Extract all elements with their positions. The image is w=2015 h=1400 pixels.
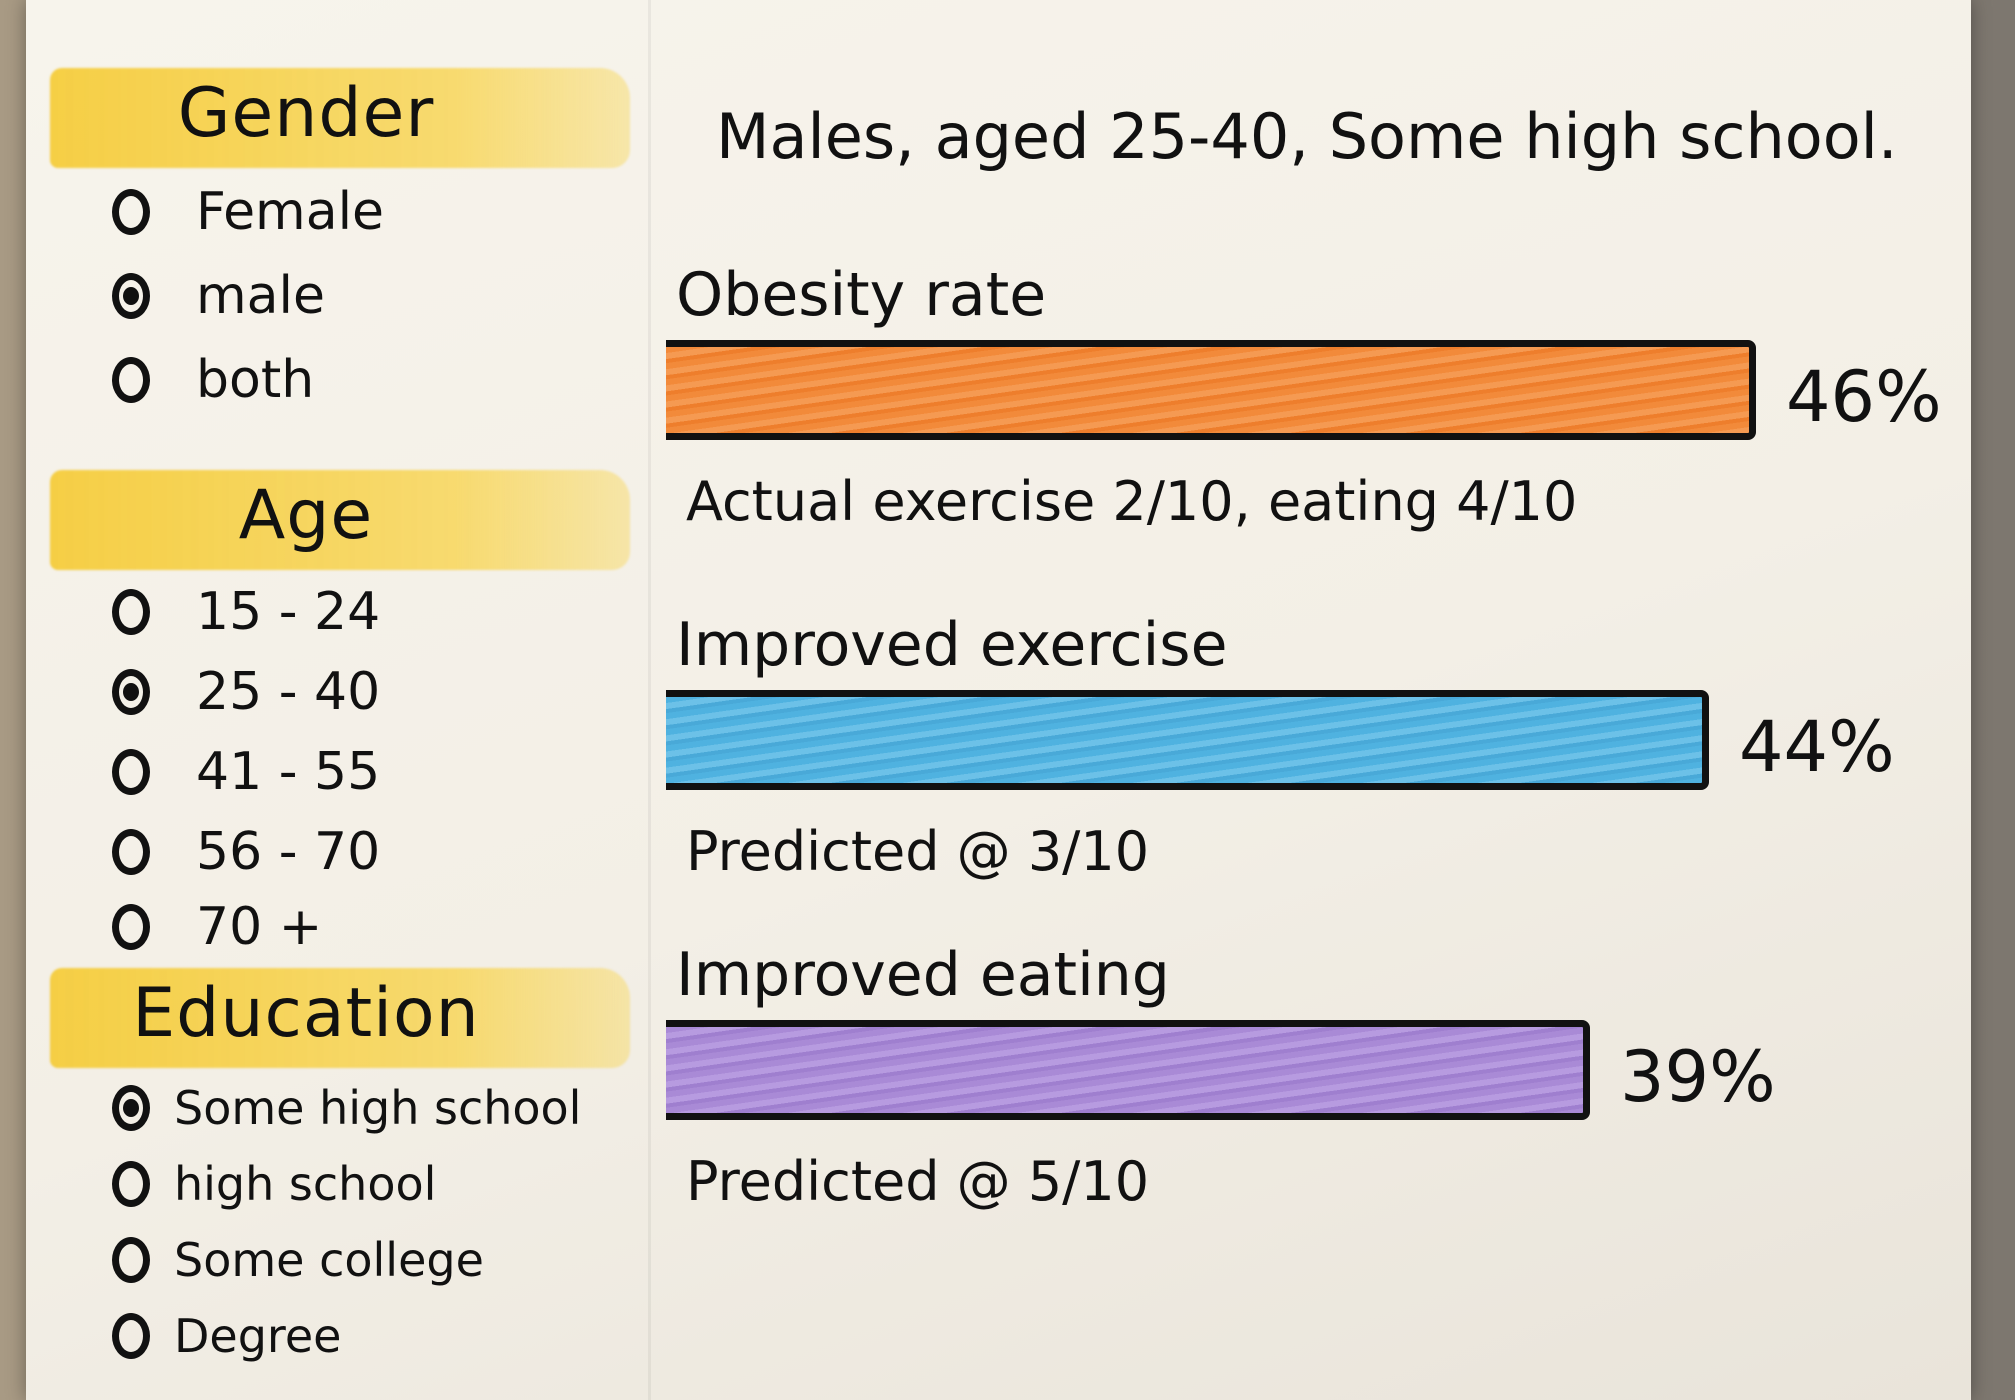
gender-label-female: Female (196, 182, 385, 242)
age-option-15-24[interactable]: 15 - 24 (26, 572, 646, 652)
gender-radio-male[interactable] (112, 273, 150, 319)
bar-track-improved-exercise (666, 690, 1776, 790)
age-option-56-70[interactable]: 56 - 70 (26, 812, 646, 892)
gender-title: Gender (177, 74, 435, 153)
bar-track-improved-eating (666, 1020, 1776, 1120)
value-improved-exercise: 44% (1739, 706, 1895, 788)
age-label-70-plus: 70 + (196, 897, 323, 957)
gender-filter: Gender Female male both (26, 50, 646, 422)
gender-option-male[interactable]: male (26, 254, 646, 338)
age-label-56-70: 56 - 70 (196, 822, 381, 882)
bar-improved-eating (666, 1020, 1590, 1120)
age-label-41-55: 41 - 55 (196, 742, 381, 802)
metric-title-improved-eating: Improved eating (676, 940, 1170, 1010)
metric-title-improved-exercise: Improved exercise (676, 610, 1228, 680)
education-option-some-college[interactable]: Some college (26, 1222, 646, 1298)
education-header: Education (26, 950, 646, 1070)
filter-panel: Gender Female male both Age 1 (26, 0, 646, 1400)
age-title: Age (238, 476, 374, 555)
age-radio-70-plus[interactable] (112, 904, 150, 950)
gender-option-both[interactable]: both (26, 338, 646, 422)
note-obesity-rate: Actual exercise 2/10, eating 4/10 (686, 470, 1578, 533)
age-filter: Age 15 - 24 25 - 40 41 - 55 56 - 70 70 + (26, 452, 646, 962)
age-highlight (50, 470, 630, 570)
age-option-70-plus[interactable]: 70 + (26, 892, 646, 962)
note-improved-exercise: Predicted @ 3/10 (686, 820, 1150, 883)
education-title: Education (132, 974, 480, 1053)
note-improved-eating: Predicted @ 5/10 (686, 1150, 1150, 1213)
age-radio-15-24[interactable] (112, 589, 150, 635)
age-label-15-24: 15 - 24 (196, 582, 381, 642)
age-option-41-55[interactable]: 41 - 55 (26, 732, 646, 812)
education-highlight (50, 968, 630, 1068)
gender-radio-female[interactable] (112, 189, 150, 235)
age-radio-25-40[interactable] (112, 669, 150, 715)
gender-option-female[interactable]: Female (26, 170, 646, 254)
education-label-some-high-school: Some high school (174, 1081, 582, 1135)
education-radio-some-college[interactable] (112, 1237, 150, 1283)
bar-track-obesity-rate (666, 340, 1776, 440)
sketch-card: Gender Female male both Age 1 (26, 0, 1971, 1400)
education-label-high-school: high school (174, 1157, 437, 1211)
selection-summary: Males, aged 25-40, Some high school. (716, 100, 1898, 173)
education-label-degree: Degree (174, 1309, 342, 1363)
education-radio-degree[interactable] (112, 1313, 150, 1359)
gender-label-male: male (196, 266, 325, 326)
bar-improved-exercise (666, 690, 1709, 790)
education-option-some-high-school[interactable]: Some high school (26, 1070, 646, 1146)
gender-highlight (50, 68, 630, 168)
value-obesity-rate: 46% (1786, 356, 1942, 438)
results-panel: Males, aged 25-40, Some high school. Obe… (666, 0, 1966, 1400)
age-option-25-40[interactable]: 25 - 40 (26, 652, 646, 732)
education-radio-high-school[interactable] (112, 1161, 150, 1207)
education-option-degree[interactable]: Degree (26, 1298, 646, 1374)
age-label-25-40: 25 - 40 (196, 662, 381, 722)
gender-radio-both[interactable] (112, 357, 150, 403)
metric-title-obesity-rate: Obesity rate (676, 260, 1047, 330)
panel-divider (648, 0, 651, 1400)
education-filter: Education Some high school high school S… (26, 950, 646, 1374)
age-radio-56-70[interactable] (112, 829, 150, 875)
age-header: Age (26, 452, 646, 572)
education-option-high-school[interactable]: high school (26, 1146, 646, 1222)
education-radio-some-high-school[interactable] (112, 1085, 150, 1131)
age-radio-41-55[interactable] (112, 749, 150, 795)
gender-header: Gender (26, 50, 646, 170)
gender-label-both: both (196, 350, 315, 410)
bar-obesity-rate (666, 340, 1756, 440)
value-improved-eating: 39% (1620, 1036, 1776, 1118)
education-label-some-college: Some college (174, 1233, 484, 1287)
